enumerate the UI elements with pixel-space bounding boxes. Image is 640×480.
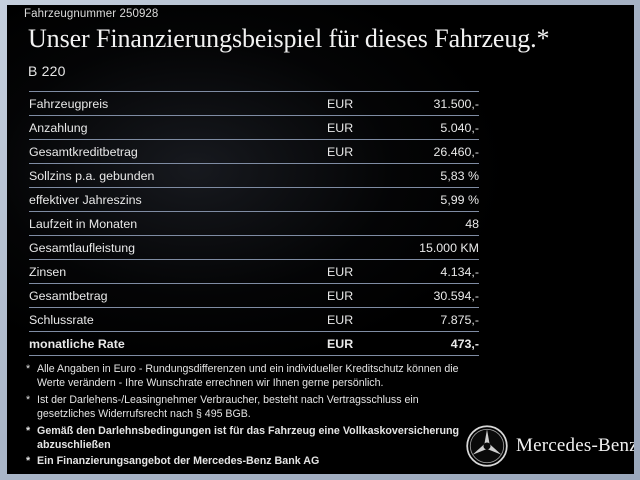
financing-table: Fahrzeugpreis EUR 31.500,- Anzahlung EUR 5.04… [29,91,479,356]
footnote-marker: * [26,394,31,407]
financing-table-body: Fahrzeugpreis EUR 31.500,- Anzahlung EUR 5.04… [29,91,479,356]
brand-logo: Mercedes-Benz [465,424,634,468]
row-value: 26.460,- [383,139,479,164]
row-value: 30.594,- [383,283,479,308]
vehicle-number: Fahrzeugnummer 250928 [24,8,159,20]
table-row: monatliche Rate EUR 473,- [29,331,479,356]
row-value: 31.500,- [383,91,479,116]
row-currency: EUR [327,259,383,284]
mercedes-star-icon [465,424,509,468]
row-value: 5,83 % [383,163,479,188]
row-label: Gesamtlaufleistung [29,235,327,260]
row-value: 48 [383,211,479,236]
footnote-text: Ein Finanzierungsangebot der Mercedes-Be… [37,454,320,467]
table-row: Sollzins p.a. gebunden 5,83 % [29,163,479,188]
row-currency [327,163,383,188]
footnote-marker: * [26,363,31,375]
row-currency [327,211,383,236]
row-currency: EUR [327,91,383,116]
row-label: Anzahlung [29,115,327,140]
table-row: Gesamtkreditbetrag EUR 26.460,- [29,139,479,164]
footnote-text: Alle Angaben in Euro - Rundungsdifferenz… [37,363,459,389]
table-row: Gesamtlaufleistung 15.000 KM [29,235,479,260]
brand-wordmark: Mercedes-Benz [516,435,634,456]
row-label: Gesamtbetrag [29,283,327,308]
footnote-text: Gemäß den Darlehnsbedingungen ist für da… [37,425,460,451]
table-row: Laufzeit in Monaten 48 [29,211,479,236]
footnote: * Alle Angaben in Euro - Rundungsdifferen… [26,363,478,390]
vehicle-model: B 220 [28,63,66,79]
footnotes-list: * Alle Angaben in Euro - Rundungsdifferen… [26,363,478,470]
row-value: 5.040,- [383,115,479,140]
row-value: 4.134,- [383,259,479,284]
footnote: * Gemäß den Darlehnsbedingungen ist für d… [26,425,478,452]
row-value: 7.875,- [383,307,479,332]
table-row: effektiver Jahreszins 5,99 % [29,187,479,212]
row-value: 5,99 % [383,187,479,212]
table-row: Anzahlung EUR 5.040,- [29,115,479,140]
row-currency [327,235,383,260]
row-label: effektiver Jahreszins [29,187,327,212]
row-currency: EUR [327,139,383,164]
footnote-text: Ist der Darlehens-/Leasingnehmer Verbrau… [37,394,419,420]
row-label: Fahrzeugpreis [29,91,327,116]
footnote-marker: * [26,454,31,467]
row-currency: EUR [327,307,383,332]
row-label: Sollzins p.a. gebunden [29,163,327,188]
table-row: Fahrzeugpreis EUR 31.500,- [29,91,479,116]
row-currency: EUR [327,331,383,356]
page-title: Unser Finanzierungsbeispiel für dieses F… [28,24,550,53]
footnote: * Ist der Darlehens-/Leasingnehmer Verbra… [26,394,478,421]
row-value: 473,- [383,331,479,356]
row-currency: EUR [327,115,383,140]
table-row: Schlussrate EUR 7.875,- [29,307,479,332]
table-row: Zinsen EUR 4.134,- [29,259,479,284]
row-value: 15.000 KM [383,235,479,260]
offer-card: Fahrzeugnummer 250928 Unser Finanzierung… [7,5,634,474]
row-label: Gesamtkreditbetrag [29,139,327,164]
row-label: monatliche Rate [29,331,327,356]
row-currency [327,187,383,212]
footnote: * Ein Finanzierungsangebot der Mercedes-B… [26,455,478,469]
table-row: Gesamtbetrag EUR 30.594,- [29,283,479,308]
row-label: Laufzeit in Monaten [29,211,327,236]
footnote-marker: * [26,425,31,438]
row-currency: EUR [327,283,383,308]
row-label: Schlussrate [29,307,327,332]
row-label: Zinsen [29,259,327,284]
